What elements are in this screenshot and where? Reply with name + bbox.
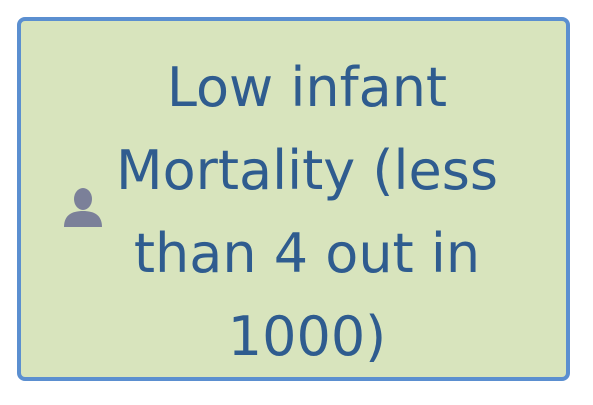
diagram-node[interactable]: Low infant Mortality (less than 4 out in…: [17, 17, 570, 381]
node-label: Low infant Mortality (less than 4 out in…: [116, 56, 498, 368]
person-icon: [61, 185, 105, 229]
